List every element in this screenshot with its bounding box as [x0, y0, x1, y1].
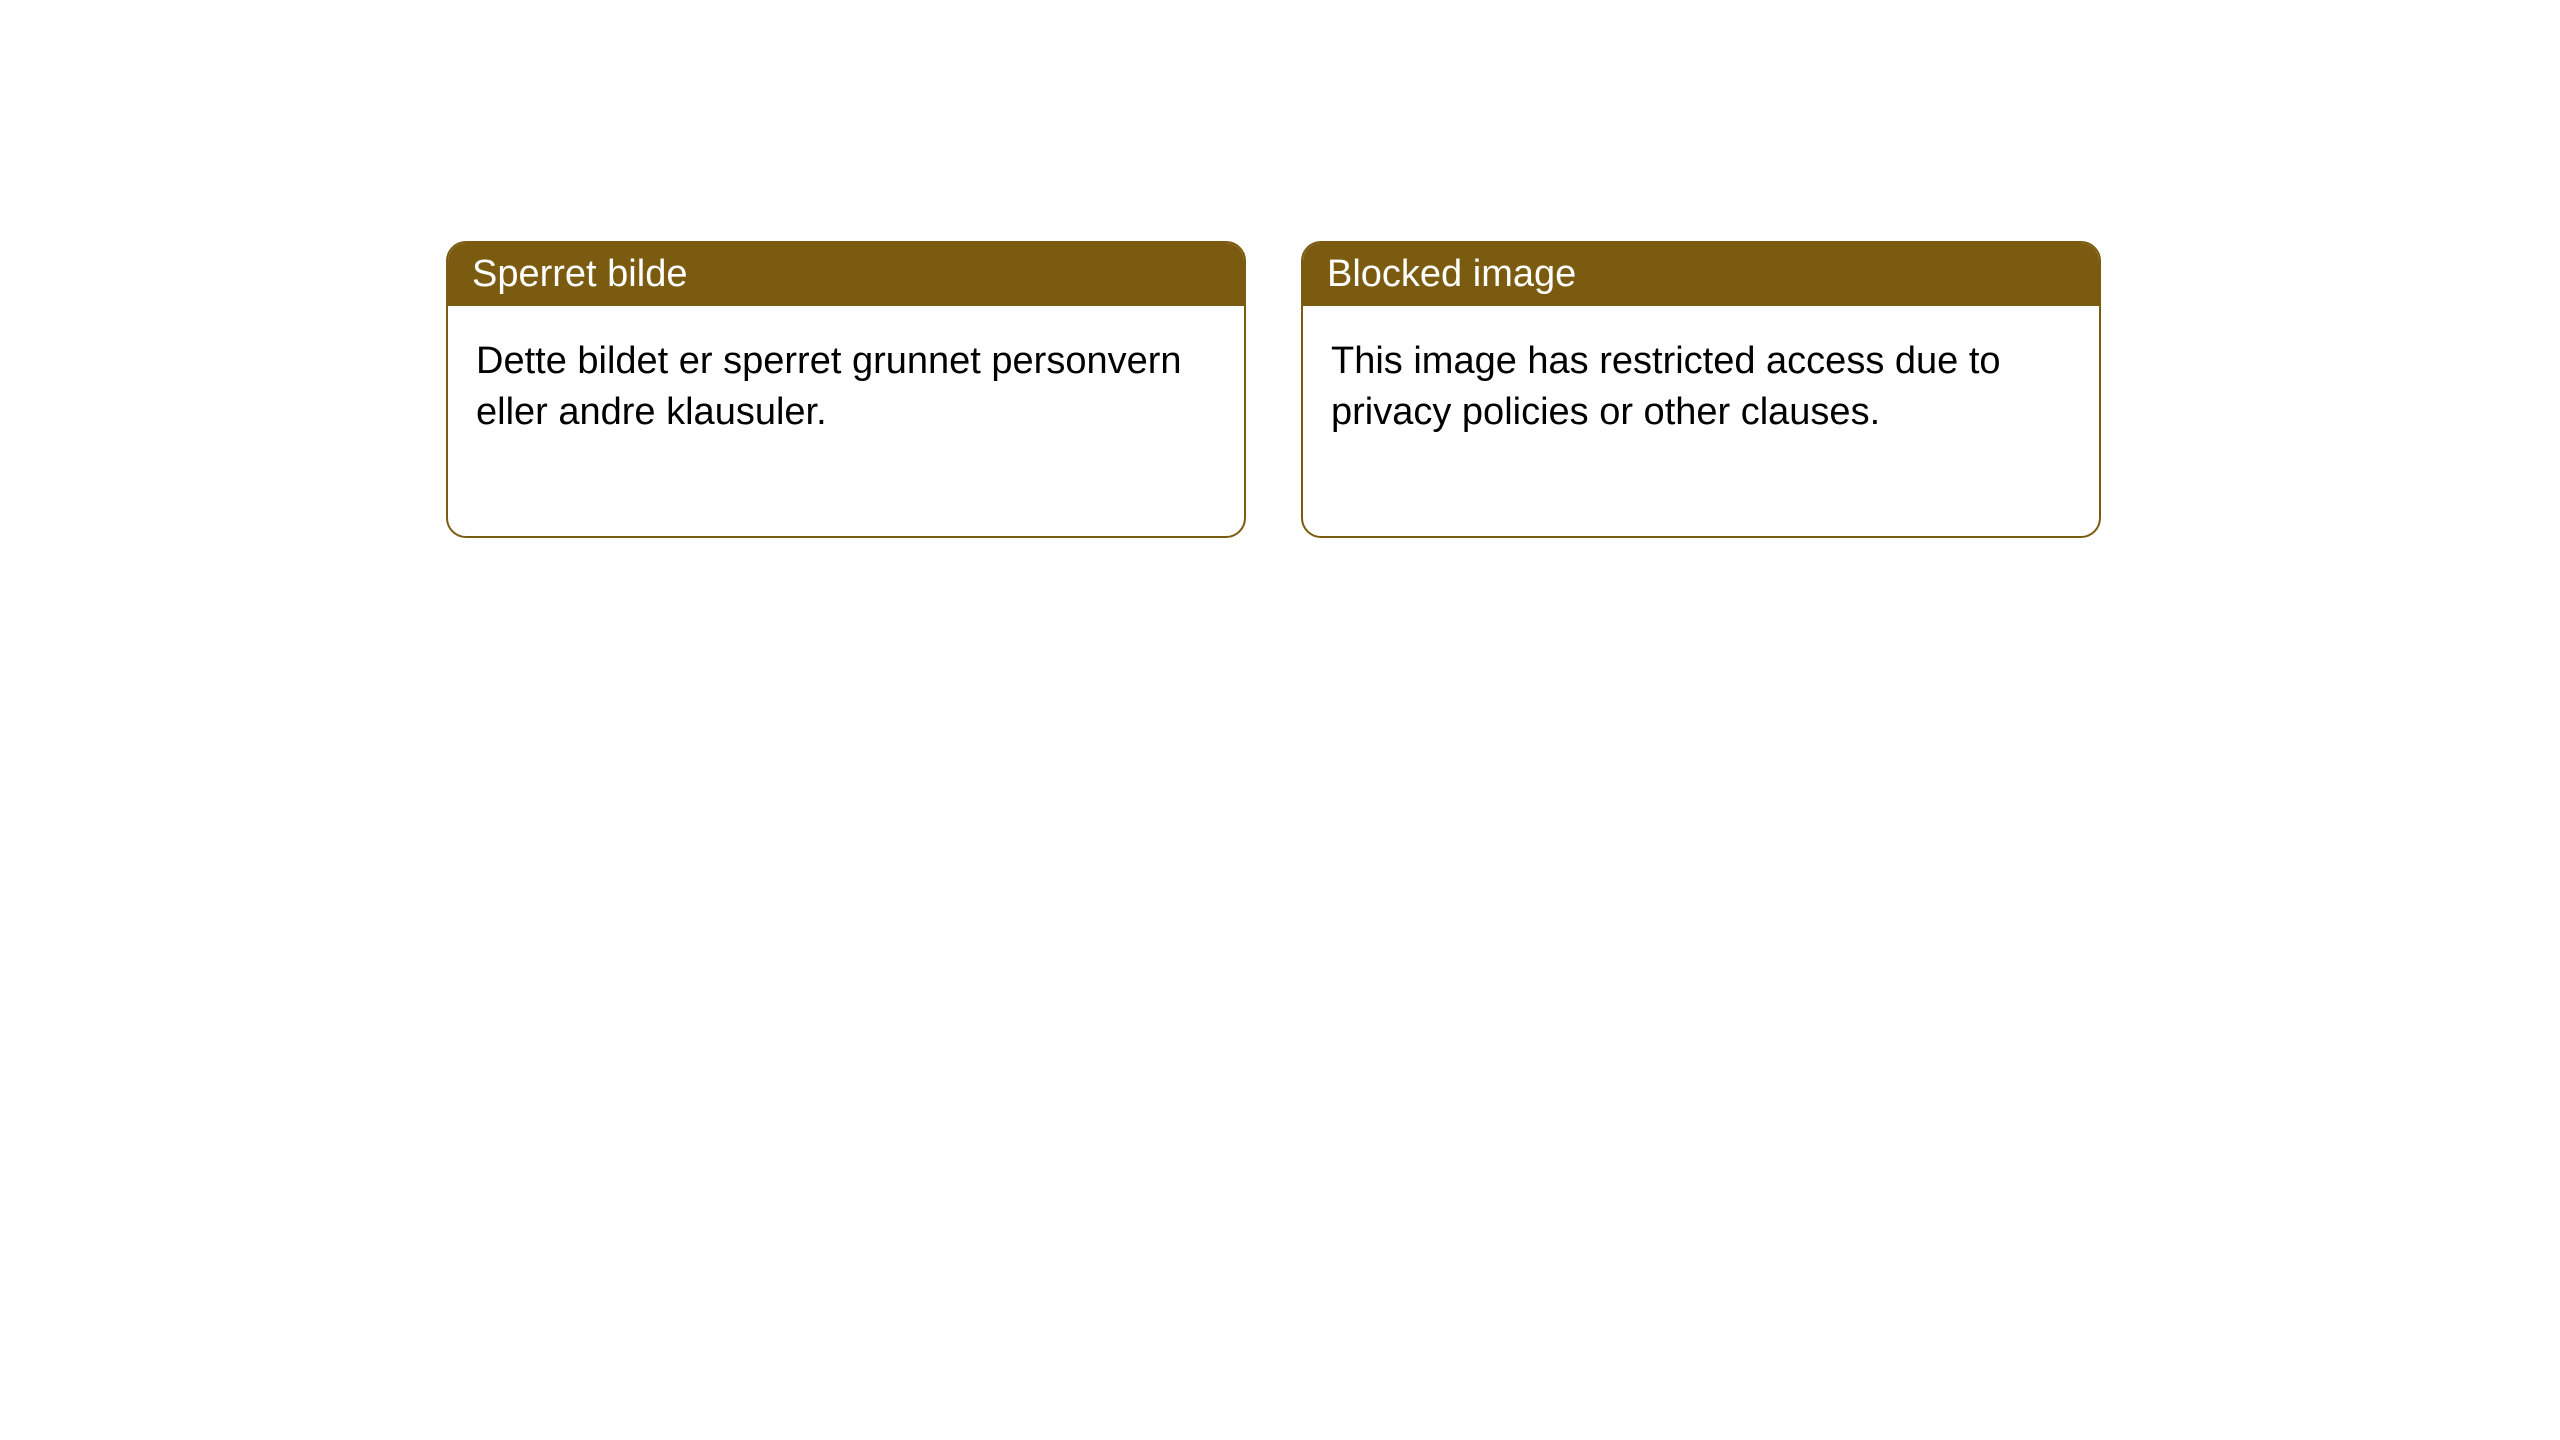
blocked-image-card-no: Sperret bilde Dette bildet er sperret gr… — [446, 241, 1246, 538]
notice-cards-container: Sperret bilde Dette bildet er sperret gr… — [0, 0, 2560, 538]
card-title: Blocked image — [1327, 253, 1576, 295]
card-header: Blocked image — [1303, 243, 2099, 306]
card-title: Sperret bilde — [472, 253, 687, 295]
card-body-text: Dette bildet er sperret grunnet personve… — [476, 340, 1182, 433]
blocked-image-card-en: Blocked image This image has restricted … — [1301, 241, 2101, 538]
card-body: This image has restricted access due to … — [1303, 306, 2099, 536]
card-header: Sperret bilde — [448, 243, 1244, 306]
card-body-text: This image has restricted access due to … — [1331, 340, 2001, 433]
card-body: Dette bildet er sperret grunnet personve… — [448, 306, 1244, 536]
